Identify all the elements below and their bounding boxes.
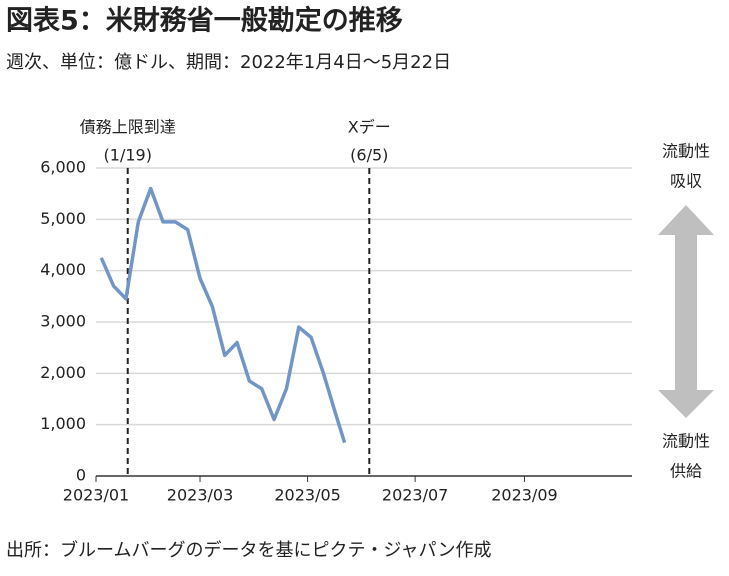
x-tick-label: 2023/09 [491, 486, 557, 505]
series-line [99, 186, 347, 444]
source: 出所：ブルームバーグのデータを基にピクテ・ジャパン作成 [6, 539, 491, 561]
liquidity-arrow [658, 205, 714, 418]
y-tick-label: 5,000 [40, 209, 86, 228]
chart-title: 図表5：米財務省一般勘定の推移 [6, 5, 403, 37]
x-tick-label: 2023/01 [63, 486, 129, 505]
side-label: 供給 [670, 462, 702, 481]
side-label: 流動性 [662, 142, 710, 161]
side-label: 吸収 [670, 172, 702, 191]
y-tick-label: 3,000 [40, 312, 86, 331]
x-tick-label: 2023/07 [382, 486, 448, 505]
y-tick-label: 0 [76, 466, 86, 485]
annotation-sublabel: (6/5) [350, 146, 388, 165]
annotation-label: Xデー [348, 118, 391, 137]
annotation-label: 債務上限到達 [80, 118, 176, 137]
y-tick-label: 6,000 [40, 158, 86, 177]
subtitle: 週次、単位：億ドル、期間：2022年1月4日～5月22日 [6, 52, 451, 73]
x-tick-label: 2023/03 [167, 486, 233, 505]
y-tick-label: 4,000 [40, 260, 86, 279]
side-label: 流動性 [662, 432, 710, 451]
annotation-sublabel: (1/19) [104, 146, 152, 165]
y-tick-label: 2,000 [40, 363, 86, 382]
x-tick-label: 2023/05 [274, 486, 340, 505]
y-tick-label: 1,000 [40, 414, 86, 433]
